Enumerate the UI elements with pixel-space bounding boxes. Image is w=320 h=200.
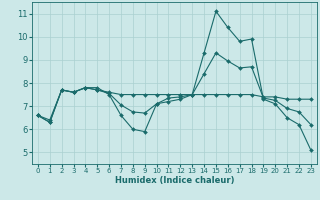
X-axis label: Humidex (Indice chaleur): Humidex (Indice chaleur) (115, 176, 234, 185)
